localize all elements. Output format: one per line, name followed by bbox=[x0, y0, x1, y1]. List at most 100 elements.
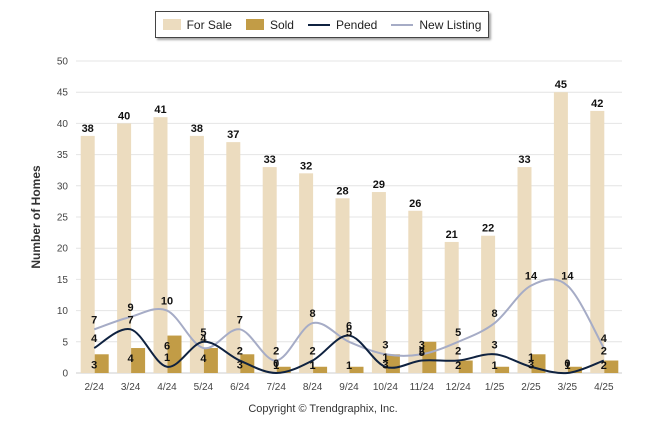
data-label-for-sale: 22 bbox=[482, 223, 494, 235]
data-label-pended: 1 bbox=[164, 352, 170, 364]
x-tick-label: 4/24 bbox=[157, 382, 177, 393]
x-tick-label: 9/24 bbox=[339, 382, 359, 393]
data-label-new-listing: 5 bbox=[455, 327, 461, 339]
x-tick-label: 4/25 bbox=[594, 382, 614, 393]
bar-sold bbox=[458, 360, 473, 373]
bar-sold bbox=[349, 366, 364, 373]
x-tick-label: 6/24 bbox=[230, 382, 250, 393]
x-tick-label: 8/24 bbox=[303, 382, 323, 393]
data-label-for-sale: 33 bbox=[518, 154, 530, 166]
bar-for-sale bbox=[299, 173, 314, 373]
bar-for-sale bbox=[408, 210, 423, 373]
legend-swatch-sold bbox=[245, 19, 264, 30]
bar-sold bbox=[276, 366, 291, 373]
data-label-for-sale: 21 bbox=[446, 229, 458, 241]
data-label-for-sale: 29 bbox=[373, 179, 385, 191]
data-label-sold: 6 bbox=[164, 341, 170, 353]
bar-for-sale bbox=[226, 142, 241, 373]
bar-sold bbox=[422, 341, 437, 373]
bar-sold bbox=[567, 366, 582, 373]
data-label-for-sale: 45 bbox=[555, 79, 567, 91]
copyright-text: Copyright © Trendgraphix, Inc. bbox=[248, 403, 398, 415]
data-label-sold: 3 bbox=[382, 359, 388, 371]
x-tick-label: 10/24 bbox=[373, 382, 398, 393]
data-label-sold: 5 bbox=[419, 347, 425, 359]
data-label-new-listing: 4 bbox=[200, 333, 207, 345]
x-tick-label: 7/24 bbox=[266, 382, 286, 393]
bar-for-sale bbox=[262, 167, 277, 373]
data-label-for-sale: 26 bbox=[409, 198, 421, 210]
bar-for-sale bbox=[80, 135, 95, 373]
data-label-sold: 2 bbox=[455, 360, 461, 372]
legend-item-new-listing: New Listing bbox=[391, 18, 481, 32]
data-label-pended: 5 bbox=[200, 327, 206, 339]
data-label-new-listing: 7 bbox=[91, 314, 97, 326]
data-label-pended: 6 bbox=[346, 321, 352, 333]
y-tick-label: 15 bbox=[57, 275, 69, 286]
bar-for-sale bbox=[335, 198, 350, 373]
data-label-new-listing: 2 bbox=[273, 346, 279, 358]
bar-for-sale bbox=[444, 241, 459, 373]
data-label-new-listing: 3 bbox=[382, 339, 388, 351]
y-axis-title: Number of Homes bbox=[29, 165, 43, 269]
data-label-pended: 2 bbox=[601, 346, 607, 358]
data-label-sold: 1 bbox=[310, 360, 316, 372]
bar-for-sale bbox=[517, 167, 532, 373]
line-new-listing bbox=[93, 278, 605, 362]
data-label-new-listing: 14 bbox=[525, 271, 538, 283]
data-label-pended: 2 bbox=[310, 346, 316, 358]
data-label-new-listing: 4 bbox=[601, 333, 608, 345]
data-label-pended: 7 bbox=[128, 314, 134, 326]
data-label-pended: 2 bbox=[419, 346, 425, 358]
legend-label-new-listing: New Listing bbox=[419, 17, 482, 32]
data-label-sold: 3 bbox=[528, 359, 534, 371]
data-label-for-sale: 42 bbox=[591, 98, 603, 110]
legend-swatch-new-listing bbox=[391, 23, 414, 26]
legend-item-sold: Sold bbox=[245, 17, 294, 32]
legend: For Sale Sold Pended New Listing bbox=[155, 11, 489, 38]
bar-for-sale bbox=[590, 110, 605, 374]
data-label-new-listing: 9 bbox=[128, 302, 134, 314]
bar-for-sale bbox=[553, 92, 568, 373]
data-label-pended: 3 bbox=[492, 339, 498, 351]
data-label-for-sale: 33 bbox=[264, 154, 276, 166]
data-label-for-sale: 38 bbox=[191, 123, 203, 135]
x-tick-label: 2/24 bbox=[84, 382, 104, 393]
x-tick-label: 1/25 bbox=[485, 382, 505, 393]
data-label-sold: 2 bbox=[601, 360, 607, 372]
data-label-sold: 4 bbox=[200, 353, 207, 365]
bar-for-sale bbox=[189, 135, 204, 373]
data-label-pended: 4 bbox=[91, 333, 98, 345]
data-label-new-listing: 10 bbox=[161, 296, 173, 308]
data-label-sold: 1 bbox=[492, 360, 498, 372]
data-label-sold: 4 bbox=[128, 353, 135, 365]
data-label-pended: 2 bbox=[455, 346, 461, 358]
bar-sold bbox=[203, 348, 218, 373]
data-label-for-sale: 40 bbox=[118, 110, 130, 122]
bar-for-sale bbox=[153, 117, 168, 373]
bar-sold bbox=[313, 366, 328, 373]
data-label-pended: 0 bbox=[273, 358, 279, 370]
data-label-new-listing: 14 bbox=[561, 271, 574, 283]
data-label-for-sale: 41 bbox=[154, 104, 166, 116]
y-tick-label: 45 bbox=[57, 88, 69, 99]
y-tick-label: 25 bbox=[57, 213, 69, 224]
data-label-sold: 1 bbox=[564, 360, 570, 372]
bar-for-sale bbox=[117, 123, 132, 374]
legend-label-pended: Pended bbox=[335, 17, 378, 32]
data-label-for-sale: 38 bbox=[82, 123, 94, 135]
data-label-sold: 3 bbox=[91, 359, 97, 371]
bar-sold bbox=[94, 354, 109, 373]
bar-sold bbox=[604, 360, 619, 373]
bar-sold bbox=[131, 348, 146, 373]
legend-label-sold: Sold bbox=[269, 17, 294, 32]
y-tick-label: 0 bbox=[62, 369, 68, 380]
x-tick-label: 12/24 bbox=[446, 382, 471, 393]
data-label-pended: 1 bbox=[382, 352, 388, 364]
legend-swatch-for-sale bbox=[162, 19, 181, 30]
data-label-new-listing: 8 bbox=[310, 308, 316, 320]
data-label-pended: 0 bbox=[564, 358, 570, 370]
x-tick-label: 3/25 bbox=[558, 382, 578, 393]
legend-item-pended: Pended bbox=[307, 17, 378, 32]
data-label-pended: 1 bbox=[528, 352, 534, 364]
